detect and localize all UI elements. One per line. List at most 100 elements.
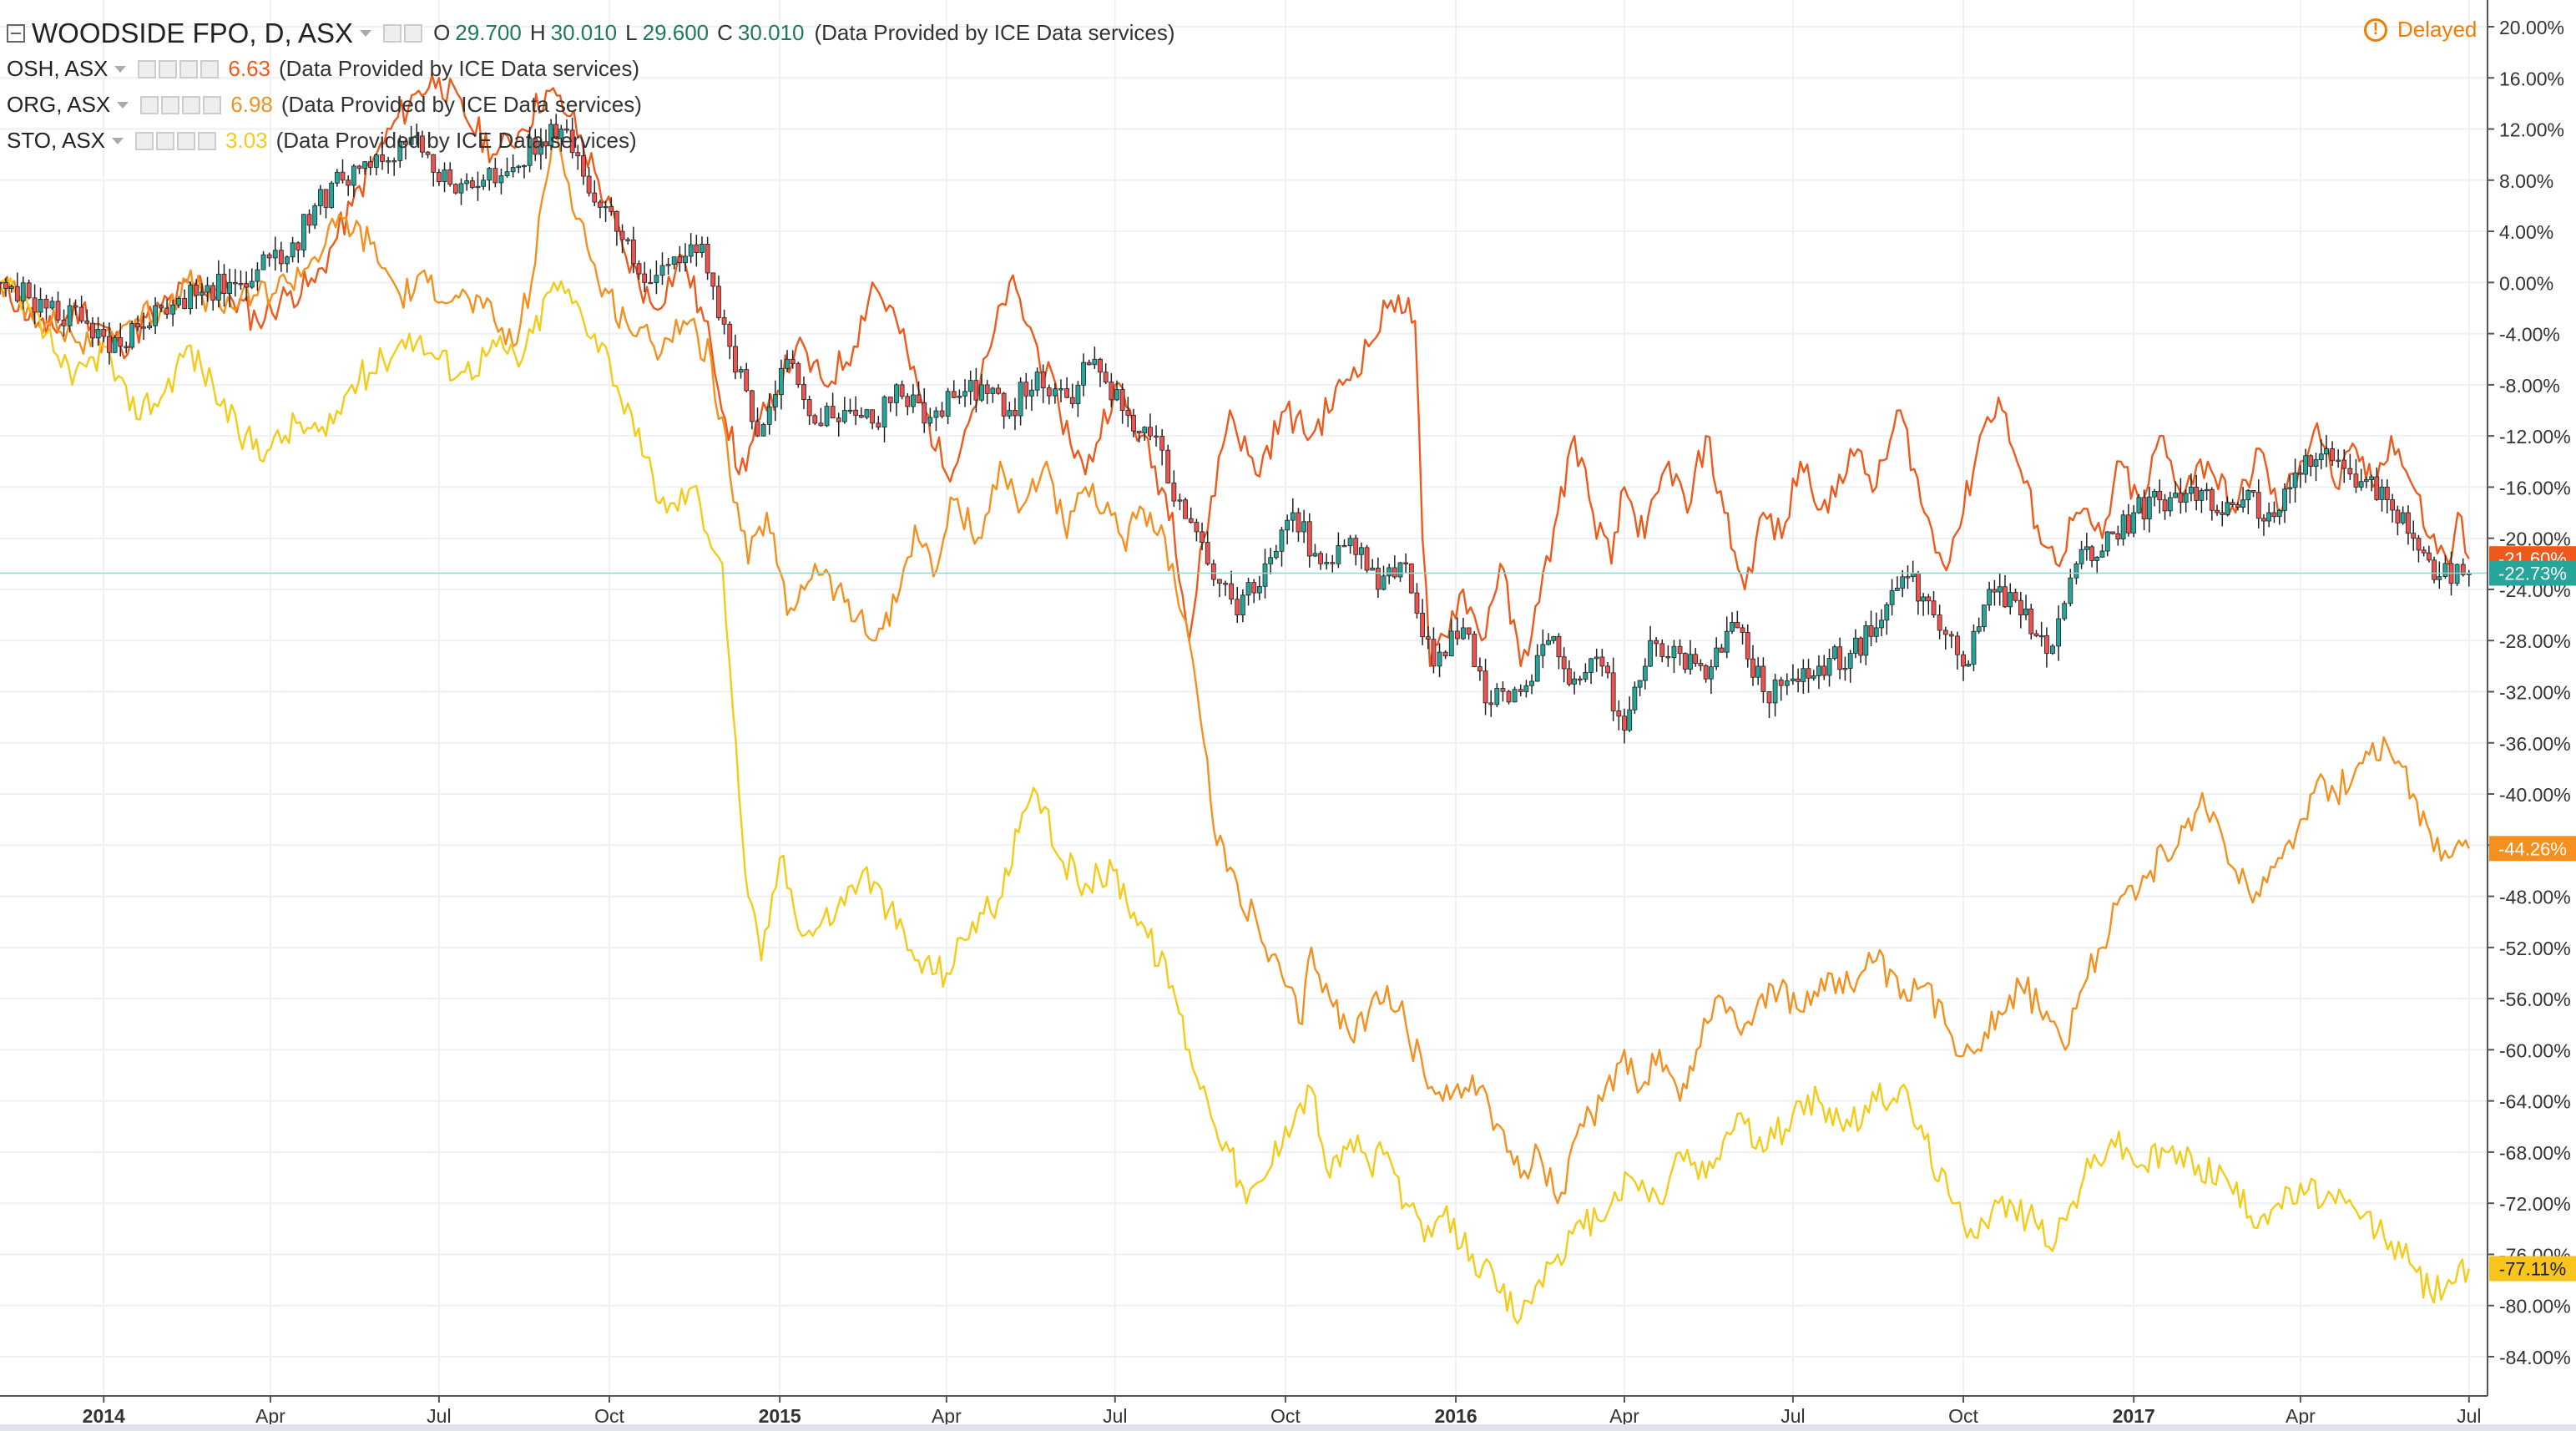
candle-body bbox=[2189, 487, 2194, 494]
compare-symbol[interactable]: STO, ASX bbox=[7, 128, 106, 153]
candle-body bbox=[864, 409, 870, 418]
compare-symbol[interactable]: ORG, ASX bbox=[7, 92, 111, 117]
candle-body bbox=[683, 255, 688, 264]
candle-body bbox=[1976, 626, 1982, 632]
candle-body bbox=[2347, 468, 2353, 475]
time-axis[interactable]: 2014 Apr Jul Oct 2015 Apr Jul Oct 2016 Apr Jul Oct 2… bbox=[0, 1395, 2576, 1431]
alert-icon: ! bbox=[2364, 18, 2387, 42]
compare-symbol[interactable]: OSH, ASX bbox=[7, 56, 109, 81]
y-tick-label: -56.00% bbox=[2499, 989, 2571, 1010]
candle-body bbox=[1698, 663, 1704, 666]
candle-body bbox=[2194, 487, 2200, 501]
candle-body bbox=[824, 406, 830, 427]
candle-body bbox=[790, 358, 796, 365]
candle-body bbox=[295, 242, 301, 250]
candle-body bbox=[1442, 651, 1448, 657]
delayed-indicator[interactable]: ! Delayed bbox=[2364, 17, 2477, 43]
y-tick-label: -36.00% bbox=[2499, 733, 2571, 755]
compare-legend-sto[interactable]: STO, ASX 3.03 (Data Provided by ICE Data… bbox=[7, 123, 1175, 159]
y-tick-label: -32.00% bbox=[2499, 682, 2571, 704]
candle-body bbox=[8, 286, 14, 289]
candle-body bbox=[1955, 635, 1960, 655]
candle-body bbox=[2003, 586, 2008, 608]
candle-body bbox=[688, 244, 694, 257]
candle-body bbox=[1461, 627, 1466, 640]
candle-body bbox=[1165, 449, 1171, 483]
candle-body bbox=[1364, 547, 1370, 571]
candle-body bbox=[2400, 512, 2406, 523]
candle-body bbox=[710, 272, 716, 287]
candle-body bbox=[1420, 613, 1426, 638]
visibility-icon[interactable] bbox=[383, 23, 402, 43]
chevron-down-icon[interactable] bbox=[114, 65, 127, 73]
x-tick-label: Apr bbox=[932, 1405, 962, 1427]
settings-icon[interactable] bbox=[156, 131, 175, 150]
candle-body bbox=[905, 396, 911, 407]
candle-body bbox=[1730, 622, 1735, 632]
candle-body bbox=[2266, 512, 2272, 522]
candle-body bbox=[766, 406, 772, 425]
candle-body bbox=[1142, 427, 1148, 434]
candle-body bbox=[1610, 672, 1616, 711]
candle-body bbox=[1966, 664, 1972, 667]
candle-body bbox=[397, 141, 403, 161]
data-source-note: (Data Provided by ICE Data services) bbox=[280, 92, 642, 117]
main-symbol-title[interactable]: WOODSIDE FPO, D, ASX bbox=[32, 17, 354, 48]
main-series-legend[interactable]: WOODSIDE FPO, D, ASX O 29.700 H 30.010 L 29… bbox=[7, 15, 1175, 51]
candle-body bbox=[1171, 483, 1177, 502]
plus-icon[interactable] bbox=[179, 59, 199, 78]
candle-body bbox=[2374, 476, 2380, 500]
candle-body bbox=[1745, 632, 1750, 660]
candle-body bbox=[2250, 490, 2256, 493]
chevron-down-icon[interactable] bbox=[117, 101, 129, 109]
candle-body bbox=[1693, 654, 1699, 664]
chevron-down-icon[interactable] bbox=[360, 29, 372, 37]
visibility-icon[interactable] bbox=[138, 59, 157, 78]
candle-body bbox=[1719, 647, 1725, 653]
settings-icon[interactable] bbox=[404, 23, 423, 43]
candle-body bbox=[630, 239, 636, 265]
candle-body bbox=[2043, 635, 2049, 654]
candle-body bbox=[2204, 488, 2210, 492]
candle-body bbox=[2199, 490, 2205, 501]
compare-legend-osh[interactable]: OSH, ASX 6.63 (Data Provided by ICE Data… bbox=[7, 51, 1175, 87]
plus-icon[interactable] bbox=[177, 131, 196, 150]
price-axis[interactable]: 20.00% 16.00% 12.00% 8.00% 4.00% 0.00% -4.00% -… bbox=[2487, 0, 2571, 1396]
candle-body bbox=[1437, 651, 1442, 667]
y-tick-label: -72.00% bbox=[2499, 1193, 2571, 1215]
visibility-icon[interactable] bbox=[140, 95, 159, 114]
candle-body bbox=[1296, 512, 1301, 533]
settings-icon[interactable] bbox=[159, 59, 178, 78]
settings-icon[interactable] bbox=[161, 95, 180, 114]
candle-body bbox=[1921, 596, 1927, 602]
candle-body bbox=[973, 380, 979, 401]
candle-body bbox=[2023, 608, 2028, 615]
candle-body bbox=[112, 337, 118, 353]
candle-body bbox=[951, 391, 957, 398]
candle-body bbox=[2255, 492, 2261, 519]
close-icon[interactable] bbox=[198, 131, 217, 150]
candle-body bbox=[853, 409, 859, 416]
candle-body bbox=[176, 298, 182, 306]
compare-value: 3.03 bbox=[225, 128, 268, 153]
plus-icon[interactable] bbox=[182, 95, 201, 114]
last-value-badge bbox=[2489, 836, 2576, 862]
candle-body bbox=[2460, 564, 2466, 575]
candle-body bbox=[2384, 487, 2390, 500]
candle-body bbox=[1523, 685, 1529, 692]
candle-body bbox=[2131, 512, 2137, 533]
candle-body bbox=[1397, 562, 1403, 578]
candle-body bbox=[979, 384, 984, 401]
chevron-down-icon[interactable] bbox=[112, 137, 124, 144]
candle-body bbox=[1760, 665, 1766, 692]
candle-body bbox=[2220, 512, 2225, 515]
visibility-icon[interactable] bbox=[135, 131, 154, 150]
close-icon[interactable] bbox=[203, 95, 222, 114]
compare-legend-org[interactable]: ORG, ASX 6.98 (Data Provided by ICE Data… bbox=[7, 87, 1175, 123]
candle-body bbox=[1279, 529, 1285, 552]
candle-body bbox=[442, 169, 447, 182]
candle-body bbox=[1750, 658, 1755, 678]
collapse-icon[interactable] bbox=[7, 23, 25, 43]
close-icon[interactable] bbox=[200, 59, 220, 78]
